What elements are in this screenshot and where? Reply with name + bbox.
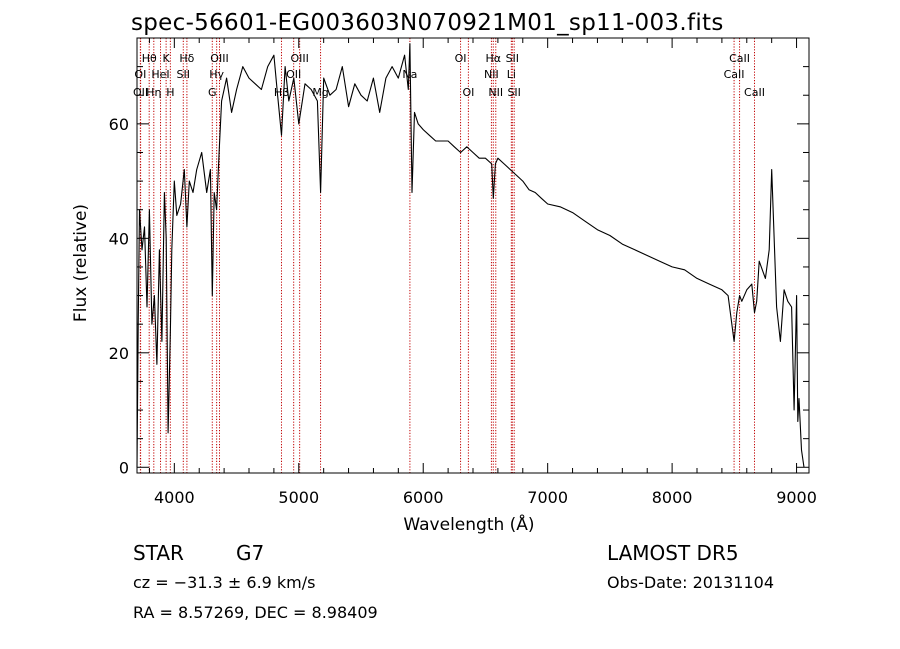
line-marker-label: Hα <box>486 52 502 65</box>
spectrum-series <box>136 43 805 468</box>
spectrum-line <box>136 43 805 468</box>
x-axis-label: Wavelength (Å) <box>403 513 534 535</box>
line-marker-label: OIII <box>290 52 308 65</box>
line-marker-label: Hη <box>146 86 161 99</box>
redshift-cz: cz = −31.3 ± 6.9 km/s <box>133 573 316 592</box>
line-marker-label: K <box>163 52 171 65</box>
line-marker-label: Hδ <box>179 52 194 65</box>
line-marker-label: HeI <box>151 68 169 81</box>
line-marker-label: CaII <box>744 86 765 99</box>
line-marker-label: OI <box>134 68 146 81</box>
object-subclass: G7 <box>236 541 265 565</box>
line-marker-label: CaII <box>724 68 745 81</box>
x-tick-label: 9000 <box>776 488 817 507</box>
line-marker-label: OII <box>286 68 301 81</box>
chart-title: spec-56601-EG003603N070921M01_sp11-003.f… <box>131 10 724 36</box>
y-axis-label: Flux (relative) <box>71 204 91 322</box>
x-tick-label: 7000 <box>527 488 568 507</box>
line-marker-label: SII <box>507 86 520 99</box>
y-tick-label: 20 <box>109 344 129 363</box>
line-marker-label: Li <box>507 68 516 81</box>
x-tick-label: 4000 <box>154 488 195 507</box>
line-marker-label: H <box>166 86 174 99</box>
observation-date: Obs-Date: 20131104 <box>607 573 775 592</box>
line-marker-label: Hγ <box>209 68 224 81</box>
x-tick-label: 5000 <box>278 488 319 507</box>
coordinates: RA = 8.57269, DEC = 8.98409 <box>133 603 378 622</box>
object-class: STAR <box>133 541 184 565</box>
emission-line-markers <box>139 38 755 473</box>
line-marker-label: SII <box>506 52 519 65</box>
survey-release: LAMOST DR5 <box>607 541 739 565</box>
line-marker-label: OI <box>455 52 467 65</box>
line-marker-label: Hθ <box>142 52 157 65</box>
y-tick-label: 0 <box>119 458 129 477</box>
y-tick-label: 60 <box>109 115 129 134</box>
line-marker-label: Hβ <box>274 86 289 99</box>
x-tick-label: 6000 <box>403 488 444 507</box>
line-marker-label: NII <box>488 86 503 99</box>
line-marker-label: NII <box>484 68 499 81</box>
line-marker-label: Mg <box>312 86 328 99</box>
line-marker-label: CaII <box>729 52 750 65</box>
y-tick-label: 40 <box>109 229 129 248</box>
line-marker-label: OI <box>462 86 474 99</box>
line-marker-label: OIII <box>210 52 228 65</box>
line-marker-label: SII <box>177 68 190 81</box>
plot-frame <box>136 37 810 474</box>
plot-axes: 4000 5000 6000 7000 8000 9000 0 20 40 60 <box>109 37 817 507</box>
line-marker-label: G <box>208 86 217 99</box>
x-tick-label: 8000 <box>652 488 693 507</box>
